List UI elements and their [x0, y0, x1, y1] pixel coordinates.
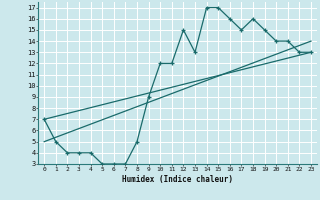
X-axis label: Humidex (Indice chaleur): Humidex (Indice chaleur)	[122, 175, 233, 184]
